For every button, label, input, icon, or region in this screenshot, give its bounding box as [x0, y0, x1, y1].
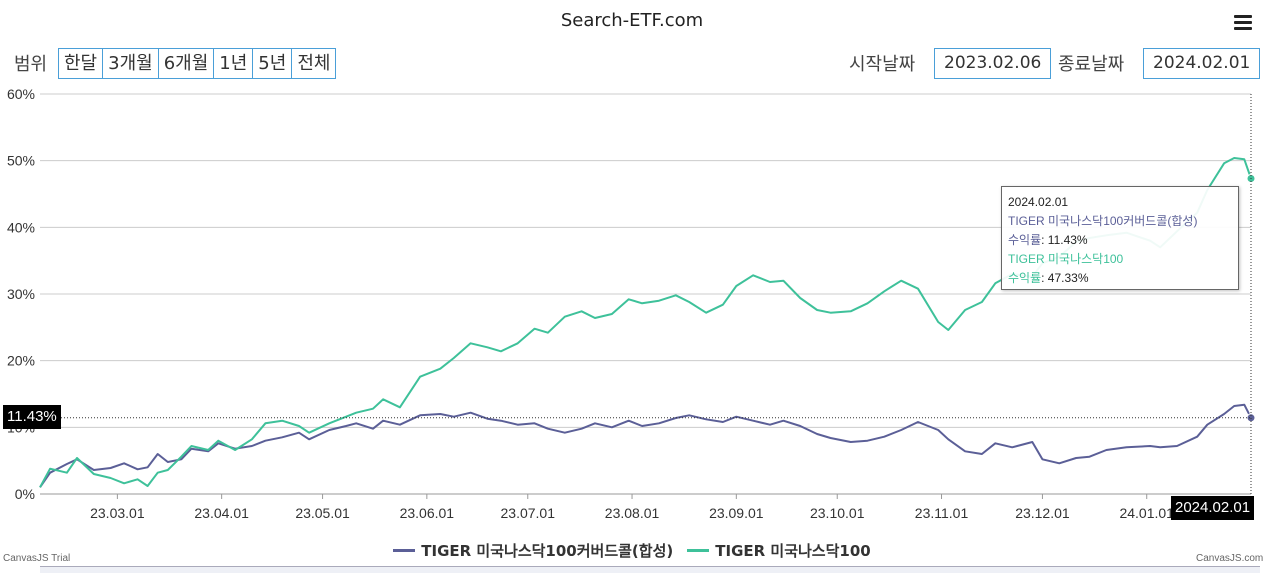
tooltip-series1-value: : 11.43%: [1041, 233, 1088, 247]
range-button-6months[interactable]: 6개월: [157, 48, 215, 79]
start-date-label: 시작날짜: [849, 54, 916, 75]
x-tick-label: 23.03.01: [90, 505, 145, 521]
crosshair: [40, 94, 1252, 494]
x-tick-label: 23.12.01: [1015, 505, 1070, 521]
legend-label-series2: TIGER 미국나스닥100: [715, 542, 871, 560]
range-button-all[interactable]: 전체: [291, 48, 337, 79]
tooltip-series1-name: TIGER 미국나스닥100커버드콜(합성): [1008, 214, 1198, 228]
y-tick-label: 20%: [7, 353, 35, 369]
legend-swatch-series1: [393, 549, 416, 552]
x-tick-label: 23.04.01: [194, 505, 249, 521]
range-button-group: 한달 3개월 6개월 1년 5년 전체: [58, 48, 337, 79]
site-title: Search-ETF.com: [560, 10, 704, 31]
credit-right[interactable]: CanvasJS.com: [1196, 553, 1264, 564]
x-tick-label: 23.11.01: [915, 505, 969, 521]
tooltip-series2-name: TIGER 미국나스닥100: [1008, 252, 1124, 266]
legend-item-series2[interactable]: TIGER 미국나스닥100: [687, 540, 871, 561]
start-date-input[interactable]: 2023.02.06: [934, 48, 1052, 79]
end-date-input[interactable]: 2024.02.01: [1143, 48, 1261, 79]
x-tick-label: 24.01.01: [1119, 505, 1174, 521]
tooltip-date: 2024.02.01: [1008, 195, 1069, 209]
x-axis-tick-labels: 23.03.01 23.04.01 23.05.01 23.06.01 23.07.01…: [40, 493, 1251, 521]
legend-item-series1[interactable]: TIGER 미국나스닥100커버드콜(합성): [393, 540, 673, 561]
crosshair-x-label: 2024.02.01: [1171, 496, 1255, 520]
chart-navigator[interactable]: [40, 566, 1260, 573]
tooltip-series1-label: 수익률: [1008, 233, 1042, 247]
range-button-1month[interactable]: 한달: [58, 48, 104, 79]
range-button-5years[interactable]: 5년: [252, 48, 293, 79]
credit-left: CanvasJS Trial: [3, 553, 71, 564]
x-tick-label: 23.08.01: [605, 505, 660, 521]
range-button-1year[interactable]: 1년: [213, 48, 254, 79]
chart-legend: TIGER 미국나스닥100커버드콜(합성) TIGER 미국나스닥100: [0, 540, 1264, 561]
x-tick-label: 23.05.01: [295, 505, 350, 521]
y-tick-label: 40%: [7, 219, 35, 235]
end-date-label: 종료날짜: [1058, 54, 1125, 75]
hamburger-menu-icon[interactable]: [1234, 15, 1252, 31]
range-label: 범위: [14, 54, 48, 75]
grid-lines: [40, 93, 1251, 495]
y-axis-tick-labels: 0%10%20%30%40%50%60%: [7, 86, 35, 502]
chart-tooltip: 2024.02.01 TIGER 미국나스닥100커버드콜(합성) 수익률: 1…: [1001, 186, 1239, 290]
y-tick-label: 0%: [15, 486, 35, 502]
tooltip-series2-label: 수익률: [1008, 271, 1042, 285]
crosshair-y-label: 11.43%: [3, 405, 61, 429]
range-button-3months[interactable]: 3개월: [102, 48, 159, 79]
y-tick-label: 50%: [7, 153, 35, 169]
legend-swatch-series2: [687, 549, 710, 552]
x-tick-label: 23.06.01: [400, 505, 455, 521]
series-line-1[interactable]: [39, 403, 1252, 488]
x-tick-label: 23.10.01: [810, 505, 865, 521]
x-tick-label: 23.07.01: [501, 505, 556, 521]
legend-label-series1: TIGER 미국나스닥100커버드콜(합성): [421, 542, 674, 560]
y-tick-label: 60%: [7, 86, 35, 102]
x-tick-label: 23.09.01: [709, 505, 764, 521]
tooltip-series2-value: : 47.33%: [1041, 271, 1089, 285]
y-tick-label: 30%: [7, 286, 35, 302]
line-chart[interactable]: 0%10%20%30%40%50%60% 23.03.0123.04.0123.…: [0, 80, 1278, 530]
